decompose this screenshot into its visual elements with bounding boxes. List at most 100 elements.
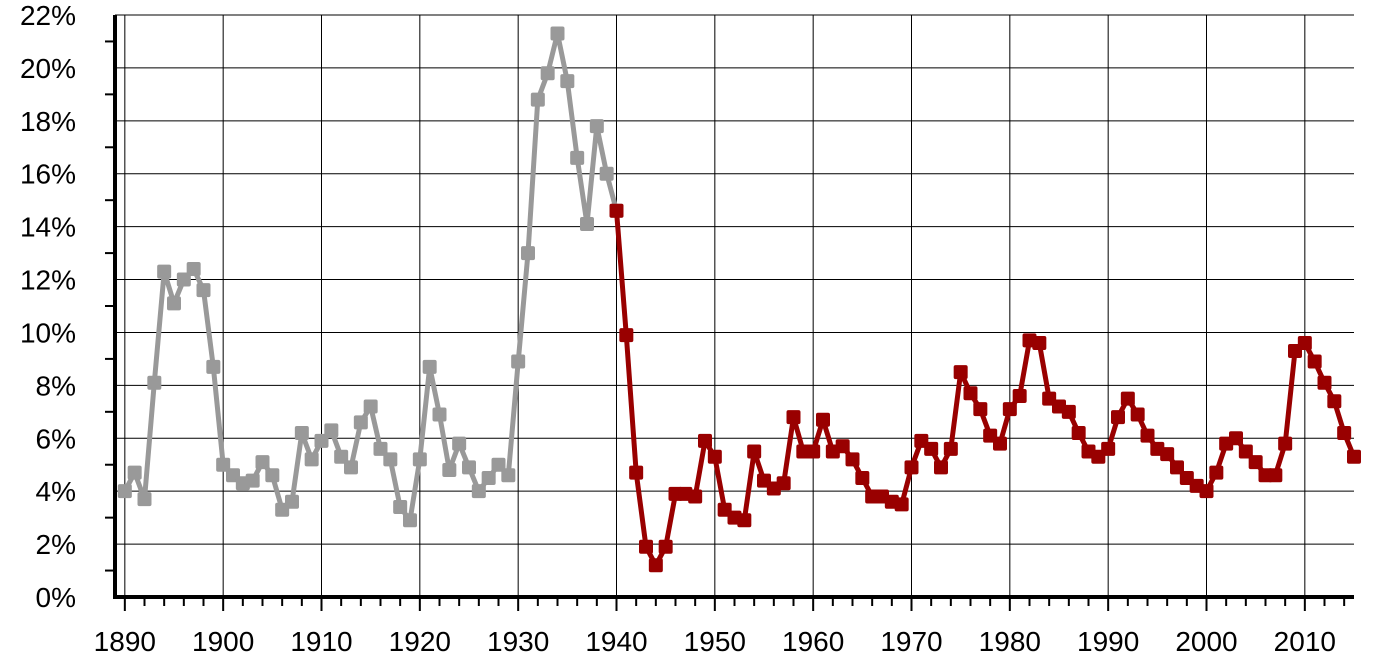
data-point-marker — [255, 455, 270, 470]
data-point-marker — [924, 441, 939, 456]
y-tick-label: 2% — [36, 529, 76, 560]
data-point-marker — [117, 484, 132, 499]
data-point-marker — [176, 272, 191, 287]
data-point-marker — [904, 460, 919, 475]
data-point-marker — [816, 412, 830, 427]
x-tick-label: 1910 — [290, 626, 352, 657]
data-point-marker — [1140, 428, 1155, 443]
data-point-marker — [639, 539, 653, 554]
data-point-marker — [1101, 441, 1116, 456]
x-tick-label: 1950 — [684, 626, 746, 657]
data-point-marker — [629, 465, 644, 480]
x-tick-label: 1890 — [94, 626, 156, 657]
data-point-marker — [707, 449, 722, 464]
tick-labels: 0% 2% 4% 6% 8% 10% 12% 14% 16% 18% 20% 22% 1890 1900 1… — [20, 0, 1336, 657]
data-point-marker — [383, 452, 398, 467]
data-point-marker — [186, 261, 201, 276]
data-point-marker — [855, 470, 870, 485]
data-point-marker — [127, 465, 142, 480]
data-point-marker — [501, 468, 516, 483]
data-point-marker — [353, 415, 368, 430]
x-tick-label: 1960 — [782, 626, 844, 657]
data-point-marker — [1347, 449, 1361, 464]
data-point-marker — [550, 26, 565, 41]
y-tick-label: 18% — [20, 106, 76, 137]
y-tick-label: 6% — [36, 423, 76, 454]
data-point-marker — [481, 470, 496, 485]
data-point-marker — [570, 150, 585, 165]
data-point-marker — [373, 441, 388, 456]
data-point-marker — [324, 423, 339, 438]
data-point-marker — [1002, 402, 1017, 417]
data-point-marker — [344, 460, 358, 475]
x-tick-label: 1980 — [979, 626, 1041, 657]
y-tick-label: 8% — [36, 370, 76, 401]
x-tick-label: 2010 — [1274, 626, 1336, 657]
data-point-marker — [747, 444, 762, 459]
data-point-marker — [1209, 465, 1224, 480]
data-point-marker — [560, 74, 575, 89]
data-point-marker — [511, 354, 526, 369]
data-point-marker — [1229, 431, 1243, 446]
data-point-marker — [304, 452, 319, 467]
axes — [113, 15, 1354, 599]
x-tick-label: 1940 — [585, 626, 647, 657]
data-point-marker — [432, 407, 447, 422]
data-point-marker — [403, 513, 417, 528]
data-point-marker — [245, 473, 260, 488]
data-point-marker — [521, 246, 535, 261]
data-point-marker — [1120, 391, 1135, 406]
data-point-marker — [452, 436, 467, 451]
data-point-marker — [953, 365, 968, 380]
data-point-marker — [530, 92, 545, 107]
data-point-marker — [894, 497, 909, 512]
x-tick-label: 1900 — [192, 626, 254, 657]
data-point-marker — [314, 433, 329, 448]
data-point-marker — [1307, 354, 1322, 369]
data-point-marker — [658, 539, 673, 554]
data-point-marker — [147, 375, 162, 390]
minor-ticks — [105, 40, 1346, 611]
y-tick-label: 0% — [36, 582, 76, 613]
data-point-marker — [806, 444, 821, 459]
y-tick-label: 4% — [36, 476, 76, 507]
data-point-marker — [1268, 468, 1283, 483]
data-point-marker — [1130, 407, 1145, 422]
y-tick-label: 22% — [20, 0, 76, 31]
grid-lines — [115, 14, 1354, 597]
data-point-marker — [1327, 394, 1342, 409]
data-point-marker — [216, 457, 231, 472]
data-point-marker — [943, 441, 958, 456]
data-point-marker — [973, 402, 988, 417]
data-point-marker — [285, 494, 299, 509]
data-point-marker — [619, 328, 634, 343]
y-tick-label: 16% — [20, 159, 76, 190]
series-0 — [117, 26, 624, 528]
data-point-marker — [776, 476, 791, 491]
data-point-marker — [1061, 404, 1076, 419]
data-point-marker — [157, 264, 172, 279]
data-point-marker — [737, 513, 752, 528]
y-tick-label: 20% — [20, 53, 76, 84]
data-point-marker — [580, 216, 594, 231]
data-point-marker — [442, 463, 457, 478]
data-point-marker — [1111, 410, 1125, 425]
data-point-marker — [1297, 336, 1312, 351]
y-tick-label: 12% — [20, 265, 76, 296]
data-point-marker — [334, 449, 349, 464]
data-point-marker — [471, 484, 486, 499]
data-point-marker — [1238, 444, 1253, 459]
data-point-marker — [688, 489, 703, 504]
y-tick-label: 14% — [20, 212, 76, 243]
x-tick-label: 2000 — [1175, 626, 1237, 657]
data-point-marker — [599, 166, 614, 181]
data-point-marker — [412, 452, 427, 467]
data-point-marker — [167, 296, 181, 311]
data-point-marker — [1032, 336, 1047, 351]
data-point-marker — [265, 468, 280, 483]
x-tick-label: 1930 — [487, 626, 549, 657]
data-point-marker — [934, 460, 948, 475]
data-point-marker — [1317, 375, 1332, 390]
data-point-marker — [363, 399, 378, 414]
